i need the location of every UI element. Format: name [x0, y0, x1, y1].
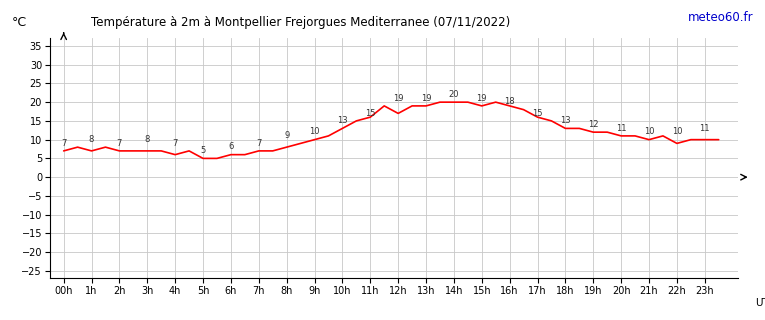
- Text: 8: 8: [145, 135, 150, 144]
- Text: 11: 11: [699, 124, 710, 132]
- Text: 7: 7: [256, 139, 262, 148]
- Text: 19: 19: [477, 93, 487, 102]
- Text: 12: 12: [588, 120, 598, 129]
- Text: 11: 11: [616, 124, 627, 132]
- Text: 20: 20: [448, 90, 459, 99]
- Text: 9: 9: [284, 131, 289, 140]
- Text: Température à 2m à Montpellier Frejorgues Mediterranee (07/11/2022): Température à 2m à Montpellier Frejorgue…: [91, 16, 510, 29]
- Text: 10: 10: [672, 127, 682, 136]
- Text: UTC: UTC: [755, 298, 765, 308]
- Text: 15: 15: [365, 108, 376, 117]
- Text: °C: °C: [12, 16, 27, 29]
- Text: 10: 10: [309, 127, 320, 136]
- Text: 13: 13: [560, 116, 571, 125]
- Text: 15: 15: [532, 108, 543, 117]
- Text: 19: 19: [421, 93, 431, 102]
- Text: 19: 19: [393, 93, 403, 102]
- Text: 8: 8: [89, 135, 94, 144]
- Text: 7: 7: [61, 139, 67, 148]
- Text: meteo60.fr: meteo60.fr: [688, 11, 754, 24]
- Text: 6: 6: [228, 142, 233, 151]
- Text: 7: 7: [172, 139, 177, 148]
- Text: 13: 13: [337, 116, 348, 125]
- Text: 18: 18: [504, 97, 515, 106]
- Text: 5: 5: [200, 146, 206, 155]
- Text: 10: 10: [644, 127, 654, 136]
- Text: 7: 7: [117, 139, 122, 148]
